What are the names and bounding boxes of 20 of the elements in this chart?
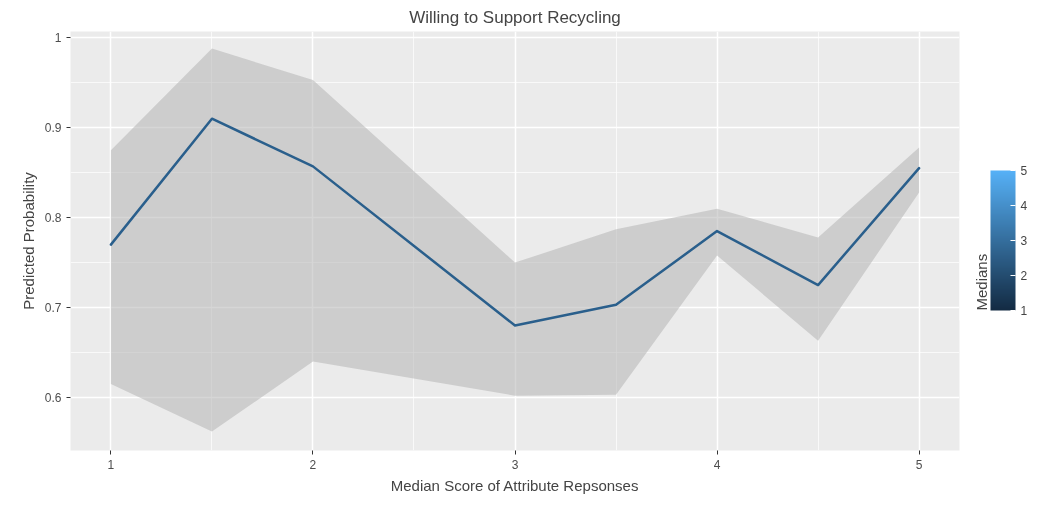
x-axis-title: Median Score of Attribute Repsonses	[390, 476, 639, 494]
color-bar-label: 2	[1020, 269, 1028, 283]
x-tick-label: 1	[107, 457, 115, 472]
line-series	[109, 117, 921, 327]
y-tick-label: 0.8	[44, 211, 62, 226]
x-tick-label: 4	[713, 457, 721, 472]
color-bar-label: 5	[1020, 164, 1028, 178]
chart-title: Willing to Support Recycling	[409, 7, 621, 27]
y-axis-title: Predicted Probability	[19, 171, 37, 310]
y-tick-label: 0.6	[44, 390, 62, 405]
x-tick-label: 2	[309, 457, 317, 472]
y-tick-label: 0.9	[44, 121, 62, 136]
legend-title: Medians	[972, 253, 990, 311]
x-tick-label: 5	[915, 457, 923, 472]
y-tick-label: 1	[54, 31, 62, 46]
x-tick-label: 3	[511, 457, 519, 472]
color-bar-label: 4	[1020, 199, 1028, 213]
y-tick-label: 0.7	[44, 301, 62, 316]
color-bar-label: 3	[1020, 234, 1028, 248]
color-bar-label: 1	[1020, 304, 1028, 318]
